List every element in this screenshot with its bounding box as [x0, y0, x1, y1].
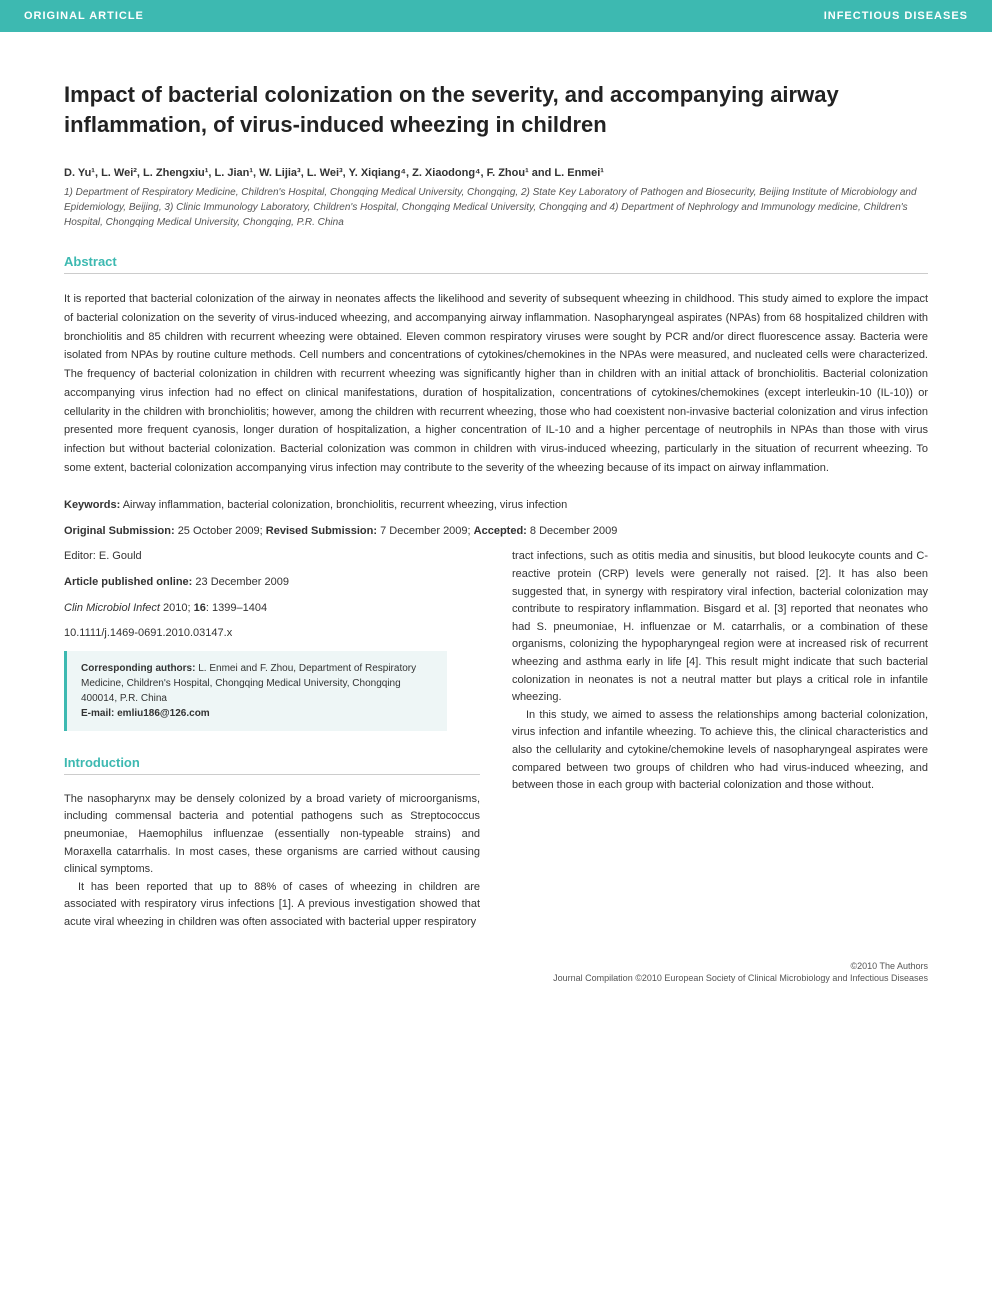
article-title: Impact of bacterial colonization on the …	[64, 80, 928, 139]
original-submission-date: 25 October 2009;	[178, 525, 263, 537]
journal-volume: 16	[194, 602, 206, 614]
revised-submission-label: Revised Submission:	[266, 525, 377, 537]
editor-label: Editor:	[64, 550, 96, 562]
intro-paragraph-2: It has been reported that up to 88% of c…	[64, 879, 480, 932]
citation-line: Clin Microbiol Infect 2010; 16: 1399–140…	[64, 600, 480, 618]
correspondence-box: Corresponding authors: L. Enmei and F. Z…	[64, 651, 447, 731]
journal-pages: : 1399–1404	[206, 602, 267, 614]
accepted-label: Accepted:	[474, 525, 527, 537]
doi-line: 10.1111/j.1469-0691.2010.03147.x	[64, 625, 480, 643]
meta-left-column: Editor: E. Gould Article published onlin…	[64, 548, 480, 931]
published-online-line: Article published online: 23 December 20…	[64, 574, 480, 592]
published-online-label: Article published online:	[64, 576, 192, 588]
keywords-label: Keywords:	[64, 499, 120, 511]
header-left-label: ORIGINAL ARTICLE	[24, 10, 144, 22]
abstract-text: It is reported that bacterial colonizati…	[64, 290, 928, 477]
journal-name: Clin Microbiol Infect	[64, 602, 160, 614]
abstract-heading: Abstract	[64, 254, 928, 274]
keywords-line: Keywords: Airway inflammation, bacterial…	[64, 497, 928, 515]
header-bar: ORIGINAL ARTICLE INFECTIOUS DISEASES	[0, 0, 992, 32]
published-online-date: 23 December 2009	[195, 576, 289, 588]
page-footer: ©2010 The Authors Journal Compilation ©2…	[0, 952, 992, 1005]
accepted-date: 8 December 2009	[530, 525, 617, 537]
footer-line-1: ©2010 The Authors	[64, 960, 928, 973]
journal-year: 2010;	[163, 602, 191, 614]
meta-lower-wrap: Editor: E. Gould Article published onlin…	[64, 548, 928, 931]
correspondence-email: emliu186@126.com	[117, 708, 210, 719]
footer-line-2: Journal Compilation ©2010 European Socie…	[64, 972, 928, 985]
submission-line: Original Submission: 25 October 2009; Re…	[64, 523, 928, 541]
introduction-heading: Introduction	[64, 755, 480, 775]
keywords-value: Airway inflammation, bacterial colonizat…	[123, 499, 567, 511]
introduction-col1: The nasopharynx may be densely colonized…	[64, 791, 480, 932]
article-content: Impact of bacterial colonization on the …	[0, 32, 992, 952]
revised-submission-date: 7 December 2009;	[380, 525, 471, 537]
original-submission-label: Original Submission:	[64, 525, 175, 537]
editor-line: Editor: E. Gould	[64, 548, 480, 566]
intro-paragraph-1: The nasopharynx may be densely colonized…	[64, 791, 480, 879]
correspondence-label: Corresponding authors:	[81, 663, 195, 674]
editor-name: E. Gould	[99, 550, 142, 562]
correspondence-email-label: E-mail:	[81, 708, 114, 719]
affiliations: 1) Department of Respiratory Medicine, C…	[64, 185, 928, 230]
intro-paragraph-4: In this study, we aimed to assess the re…	[512, 707, 928, 795]
author-list: D. Yu¹, L. Wei², L. Zhengxiu¹, L. Jian¹,…	[64, 167, 928, 179]
intro-paragraph-3: tract infections, such as otitis media a…	[512, 548, 928, 706]
introduction-col2: tract infections, such as otitis media a…	[512, 548, 928, 931]
header-right-label: INFECTIOUS DISEASES	[824, 10, 968, 22]
